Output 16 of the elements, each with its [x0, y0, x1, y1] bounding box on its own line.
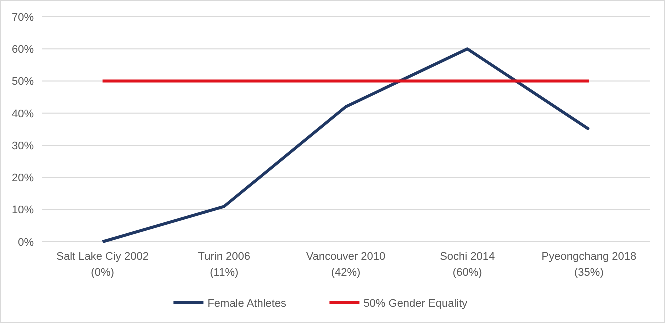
x-tick-label: Vancouver 2010 (42%)	[306, 251, 386, 279]
x-tick-label: Salt Lake Ciy 2002 (0%)	[56, 251, 149, 279]
y-tick-label: 30%	[12, 140, 34, 152]
y-tick-label: 70%	[12, 12, 34, 24]
y-tick-label: 20%	[12, 172, 34, 185]
y-tick-label: 50%	[12, 76, 34, 88]
y-tick-label: 0%	[18, 236, 34, 249]
line-series	[101, 48, 591, 244]
x-tick-label: Pyeongchang 2018 (35%)	[542, 251, 637, 279]
x-tick-label: Turin 2006 (11%)	[198, 251, 250, 279]
y-tick-label: 40%	[12, 108, 34, 120]
y-tick-label: 10%	[12, 204, 34, 217]
x-tick-label: Sochi 2014 (60%)	[440, 251, 496, 279]
legend-label: 50% Gender Equality	[364, 298, 468, 310]
y-tick-label: 60%	[12, 44, 34, 56]
legend-label: Female Athletes	[208, 298, 288, 310]
